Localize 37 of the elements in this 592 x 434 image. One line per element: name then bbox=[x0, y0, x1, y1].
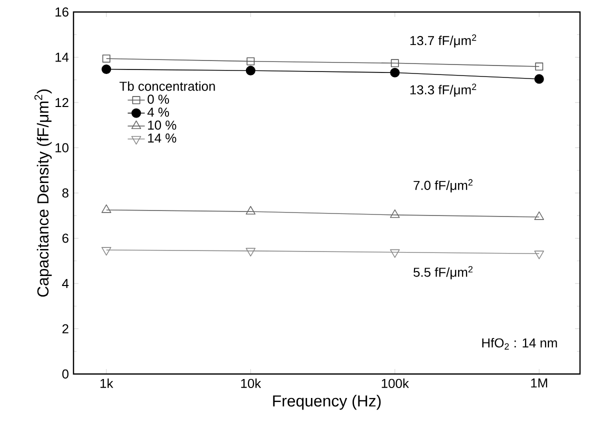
annotation: 5.5 fF/μm$^{2}$ bbox=[414, 266, 473, 280]
y-tick-label: 2 bbox=[62, 324, 68, 334]
point bbox=[246, 248, 256, 256]
point bbox=[102, 54, 110, 63]
point bbox=[101, 247, 112, 256]
point bbox=[246, 57, 255, 66]
annotation: 13.7 fF/μm$^{2}$ bbox=[410, 34, 476, 48]
y-tick-label: 6 bbox=[62, 234, 68, 243]
point bbox=[246, 66, 256, 76]
legend-label: 0 % bbox=[148, 94, 169, 104]
y-tick-label: 0 bbox=[62, 369, 68, 379]
legend-title: Tb concentration bbox=[120, 81, 215, 91]
y-tick-label: 10 bbox=[56, 143, 68, 152]
legend-label: 14 % bbox=[148, 134, 176, 143]
x-tick-label: 100k bbox=[382, 378, 409, 388]
x-axis-title: Frequency (Hz) bbox=[273, 394, 381, 410]
y-tick-label: 12 bbox=[56, 98, 68, 108]
annotation: 13.3 fF/μm$^{2}$ bbox=[410, 84, 476, 97]
legend-label: 4 % bbox=[147, 108, 169, 117]
annotation: HfO$_{2}$ : 14 nm bbox=[482, 338, 557, 350]
point bbox=[534, 74, 544, 84]
x-tick-label: 1k bbox=[100, 378, 114, 388]
point bbox=[390, 68, 400, 78]
y-tick-label: 16 bbox=[56, 7, 68, 17]
y-tick-label: 4 bbox=[62, 279, 69, 288]
x-tick-label: 10k bbox=[241, 378, 262, 388]
point bbox=[534, 250, 544, 260]
y-axis-title: Capacitance Density (fF/μm$^{2}$) bbox=[34, 89, 52, 297]
legend-label: 10 % bbox=[148, 120, 176, 130]
point bbox=[535, 62, 544, 71]
point bbox=[390, 59, 399, 68]
point bbox=[102, 64, 112, 74]
annotation: 7.0 fF/μm$^{2}$ bbox=[414, 179, 473, 192]
x-tick-label: 1M bbox=[531, 378, 548, 388]
point bbox=[390, 249, 400, 258]
y-tick-label: 8 bbox=[62, 188, 68, 198]
y-tick-label: 14 bbox=[56, 52, 69, 62]
